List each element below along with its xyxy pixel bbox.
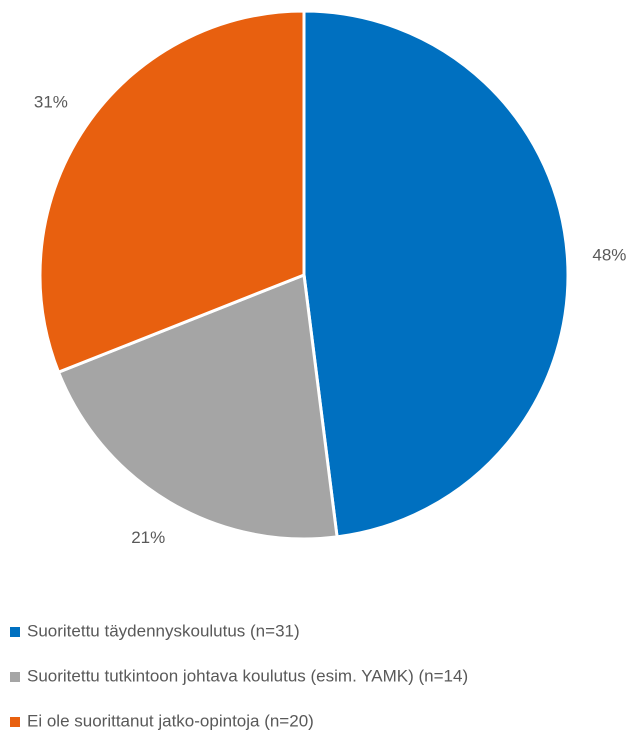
legend-swatch [10, 717, 20, 727]
data-label: 31% [34, 92, 68, 111]
pie-slice [302, 9, 570, 539]
legend-label: Suoritettu tutkintoon johtava koulutus (… [27, 666, 468, 685]
legend-label: Suoritettu täydennyskoulutus (n=31) [27, 621, 300, 640]
pie-slice [38, 9, 306, 375]
legend-label: Ei ole suorittanut jatko-opintoja (n=20) [27, 711, 314, 730]
legend-swatch [10, 627, 20, 637]
data-label: 21% [131, 528, 165, 547]
legend-swatch [10, 672, 20, 682]
data-label: 48% [592, 245, 626, 264]
pie-slice [56, 272, 339, 541]
